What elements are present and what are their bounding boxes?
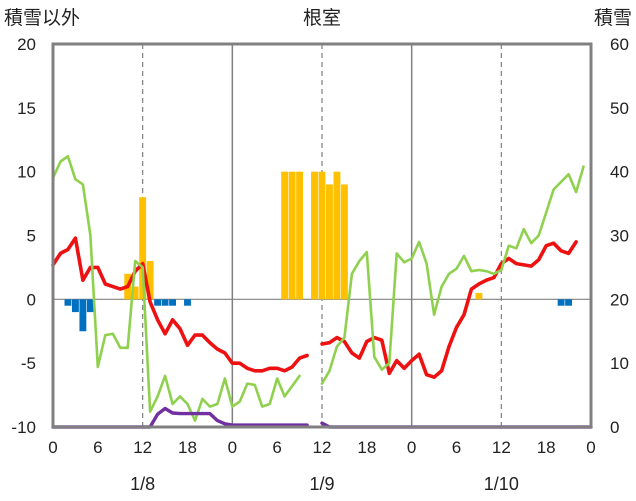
hour-tick-label: 18	[357, 438, 376, 457]
right-axis-title: 積雪	[594, 7, 632, 29]
date-label: 1/9	[309, 474, 334, 494]
left-tick-label: 20	[17, 35, 36, 54]
right-tick-label: 0	[610, 418, 619, 437]
right-tick-label: 50	[610, 99, 629, 118]
right-tick-label: 10	[610, 354, 629, 373]
hour-tick-label: 0	[586, 438, 595, 457]
series-line	[51, 155, 301, 422]
hour-tick-label: 0	[407, 438, 416, 457]
hour-tick-label: 0	[228, 438, 237, 457]
precip-bars	[64, 171, 573, 332]
hour-tick-label: 12	[133, 438, 152, 457]
hour-tick-label: 12	[492, 438, 511, 457]
series-line	[320, 165, 585, 385]
plot-frame	[51, 42, 593, 429]
left-tick-label: 5	[27, 227, 36, 246]
precip-bar	[288, 171, 296, 300]
plot-border	[51, 42, 593, 429]
left-axis-title: 積雪以外	[4, 7, 80, 29]
negative-bar	[79, 299, 87, 332]
chart-title: 根室	[303, 7, 341, 29]
negative-bar	[557, 299, 565, 306]
date-label: 1/8	[130, 474, 155, 494]
hour-tick-label: 12	[313, 438, 332, 457]
precip-bar	[340, 184, 348, 300]
hour-tick-label: 18	[178, 438, 197, 457]
precip-bar	[326, 184, 333, 300]
hour-tick-label: 6	[272, 438, 281, 457]
precip-bar	[311, 171, 318, 300]
left-tick-label: 0	[27, 290, 36, 309]
negative-bar	[71, 299, 79, 313]
precip-bar	[281, 171, 289, 300]
right-tick-label: 40	[610, 163, 629, 182]
left-tick-label: 10	[17, 163, 36, 182]
precip-bar	[333, 171, 341, 300]
negative-bar	[161, 299, 169, 306]
hour-tick-label: 6	[93, 438, 102, 457]
series-line	[320, 240, 578, 380]
series-line	[51, 406, 309, 429]
left-tick-label: -5	[21, 354, 36, 373]
negative-bar	[184, 299, 191, 306]
negative-bar	[565, 299, 573, 306]
negative-bar	[86, 299, 94, 313]
precip-bar	[146, 261, 154, 300]
right-tick-label: 60	[610, 35, 629, 54]
series-line	[51, 236, 309, 373]
hour-tick-label: 0	[48, 438, 57, 457]
negative-bar	[154, 299, 162, 306]
right-tick-label: 30	[610, 227, 629, 246]
date-label: 1/10	[484, 474, 519, 494]
negative-bar	[64, 299, 72, 306]
negative-bar	[169, 299, 176, 306]
precip-bar	[318, 171, 326, 300]
hour-tick-label: 6	[452, 438, 461, 457]
left-tick-label: 15	[17, 99, 36, 118]
precip-bar	[131, 286, 139, 300]
precip-bar	[296, 171, 304, 300]
left-tick-label: -10	[11, 418, 36, 437]
right-tick-label: 20	[610, 290, 629, 309]
precip-bar	[475, 292, 483, 300]
hour-tick-label: 18	[537, 438, 556, 457]
precip-bar	[139, 197, 147, 300]
